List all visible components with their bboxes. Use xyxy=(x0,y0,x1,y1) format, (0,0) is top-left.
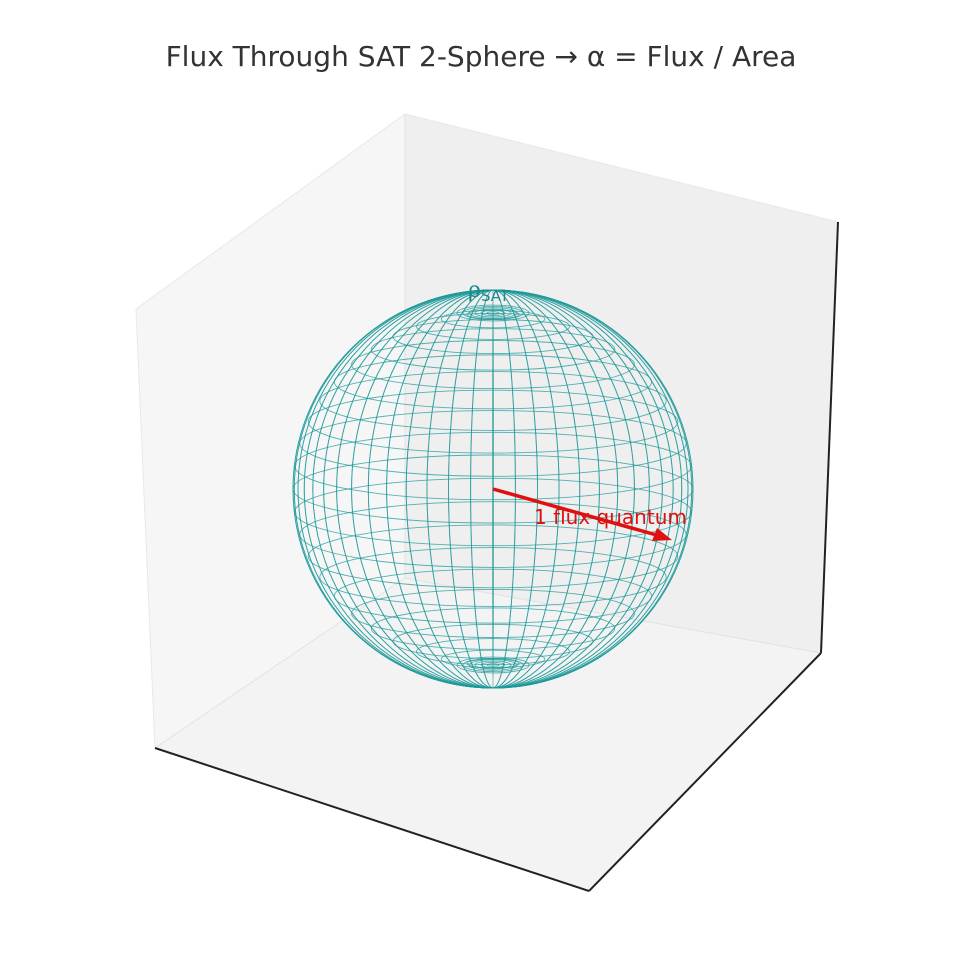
north-pole-ring xyxy=(474,308,512,318)
north-pole-ring xyxy=(486,311,500,315)
north-pole-ring xyxy=(480,309,506,317)
flux-vector-label: 1 flux quantum xyxy=(534,505,687,529)
sphere-label-main: ρ xyxy=(468,278,481,303)
north-pole-ring xyxy=(468,307,518,319)
sphere-latitude-line xyxy=(307,524,679,589)
pane-edge-left-outer xyxy=(135,308,156,749)
pane-edge-floor-back xyxy=(404,577,822,654)
flux-vector xyxy=(492,487,672,541)
back-pane xyxy=(405,114,838,653)
sphere-label: ρSAT xyxy=(468,278,510,305)
flux-arrow-head xyxy=(652,528,672,541)
south-pole-ring xyxy=(486,663,500,667)
sphere-meridian-line xyxy=(293,289,693,689)
y-axis-line xyxy=(588,652,822,892)
south-pole-ring xyxy=(474,660,512,670)
flux-arrow-shaft xyxy=(492,487,661,538)
south-pole-ring xyxy=(462,657,524,673)
sphere-latitude-line xyxy=(351,588,635,638)
north-pole-ring xyxy=(462,305,524,321)
figure-title: Flux Through SAT 2-Sphere → α = Flux / A… xyxy=(166,40,797,73)
pane-edge-top-left xyxy=(135,113,406,310)
sphere-latitude-line xyxy=(416,638,570,666)
sphere-label-sub: SAT xyxy=(481,287,510,305)
z-axis-line xyxy=(820,221,839,654)
pane-edge-floor-left xyxy=(154,577,406,749)
sat-sphere xyxy=(292,289,694,689)
sphere-latitude-line xyxy=(319,547,667,607)
south-pole-ring xyxy=(468,659,518,671)
floor-pane xyxy=(155,578,821,891)
north-pole-ring xyxy=(456,304,530,322)
axes-3d xyxy=(135,113,839,892)
sphere-latitude-line xyxy=(370,607,616,650)
x-axis-line xyxy=(154,747,590,892)
pane-edge-top-back xyxy=(404,113,839,223)
south-pole-ring xyxy=(456,656,530,674)
south-pole-ring xyxy=(480,661,506,669)
